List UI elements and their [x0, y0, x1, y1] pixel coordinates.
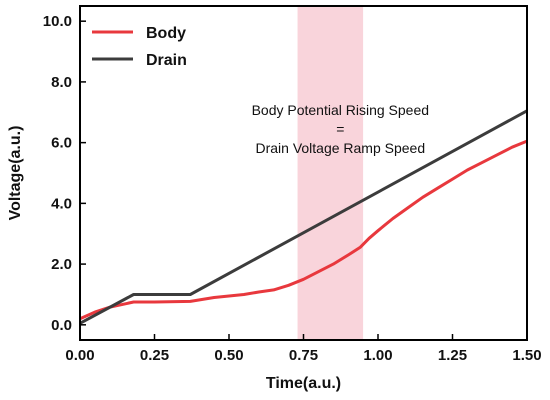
x-tick-label: 0.75	[289, 347, 318, 364]
series-line-drain	[79, 109, 528, 325]
legend: Body Drain	[92, 25, 187, 69]
x-tick-label: 0.50	[214, 347, 243, 364]
x-tick-label: 0.00	[65, 347, 94, 364]
highlight-band	[297, 6, 364, 340]
annotation-line-1: Body Potential Rising Speed	[252, 102, 429, 118]
x-axis-ticks: 0.00 0.25 0.50 0.75 1.00 1.25 1.50	[65, 334, 542, 364]
y-tick-label: 6.0	[51, 135, 72, 152]
x-tick-label: 1.00	[363, 347, 392, 364]
legend-label-body: Body	[146, 25, 186, 42]
y-tick-label: 10.0	[43, 13, 72, 30]
annotation-line-2: Drain Voltage Ramp Speed	[255, 140, 425, 156]
y-axis-ticks: 0.0 2.0 4.0 6.0 8.0 10.0	[43, 13, 86, 334]
series-layer	[79, 109, 528, 325]
legend-label-drain: Drain	[146, 52, 187, 69]
x-axis-title: Time(a.u.)	[266, 375, 341, 392]
y-axis-title: Voltage(a.u.)	[7, 126, 24, 221]
annotation-equals: =	[336, 121, 344, 137]
x-tick-label: 0.25	[140, 347, 169, 364]
series-line-body	[79, 139, 528, 321]
x-tick-label: 1.25	[438, 347, 467, 364]
x-tick-label: 1.50	[512, 347, 541, 364]
y-tick-label: 0.0	[51, 317, 72, 334]
annotation: Body Potential Rising Speed = Drain Volt…	[252, 102, 429, 156]
y-tick-label: 8.0	[51, 74, 72, 91]
y-tick-label: 2.0	[51, 256, 72, 273]
y-tick-label: 4.0	[51, 195, 72, 212]
